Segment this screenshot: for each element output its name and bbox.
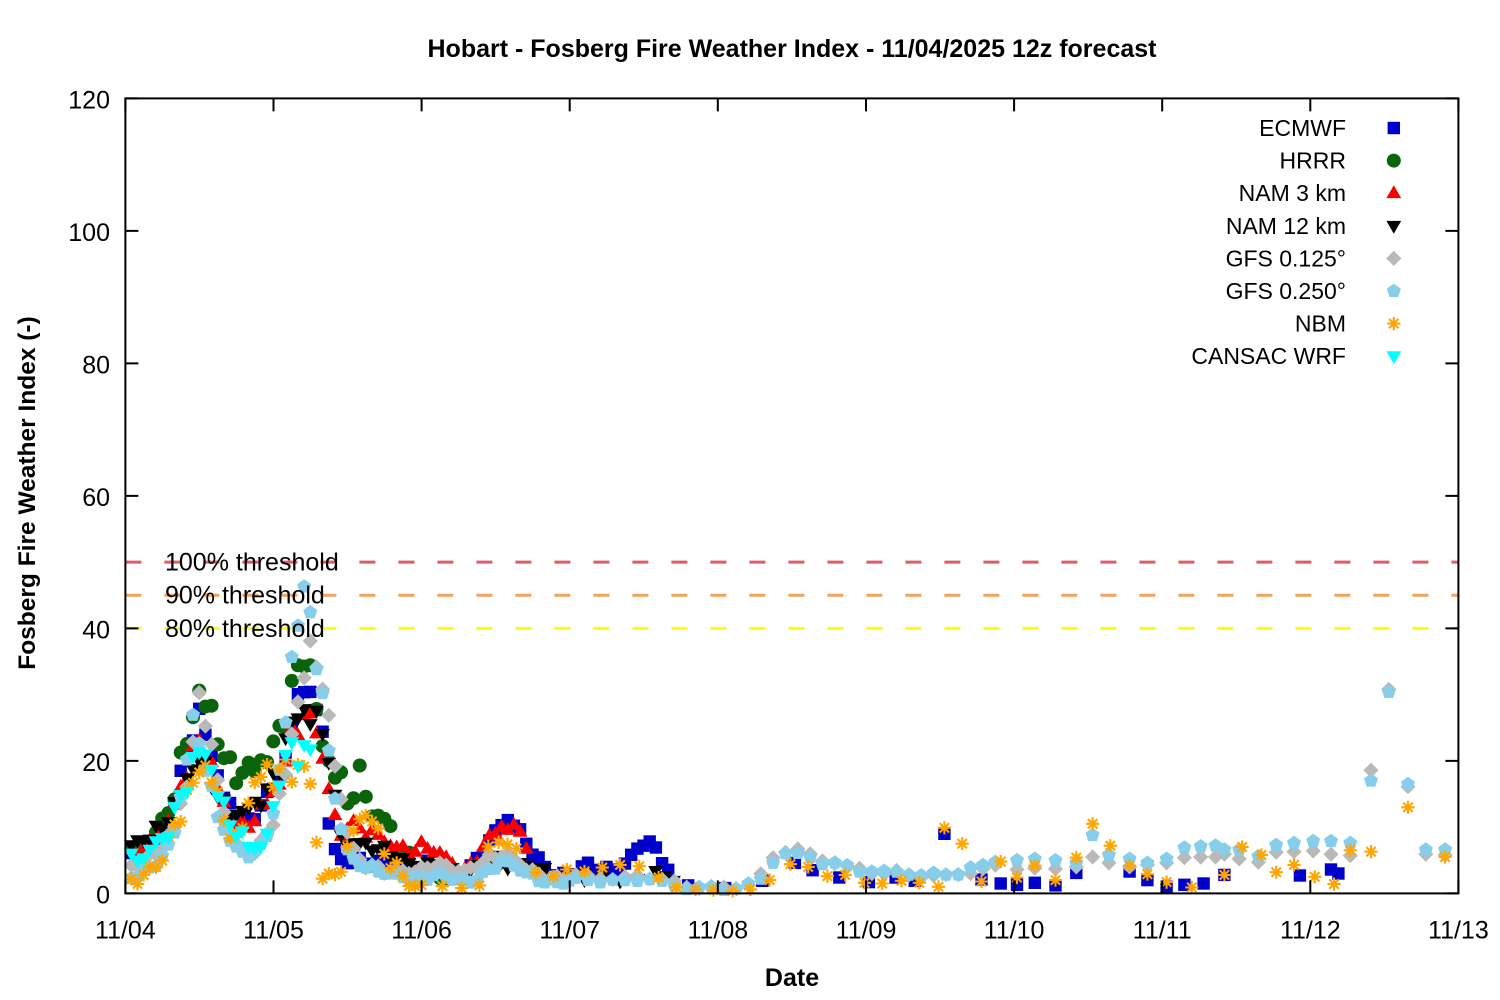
svg-text:100: 100 — [68, 219, 110, 247]
svg-text:Date: Date — [765, 964, 819, 992]
svg-text:11/04: 11/04 — [95, 917, 156, 945]
svg-text:Fosberg Fire Weather Index (-): Fosberg Fire Weather Index (-) — [14, 316, 41, 670]
svg-text:80: 80 — [82, 351, 110, 379]
svg-text:NBM: NBM — [1295, 311, 1346, 337]
svg-text:NAM 3 km: NAM 3 km — [1239, 180, 1346, 206]
svg-text:80% threshold: 80% threshold — [165, 615, 325, 643]
svg-text:11/13: 11/13 — [1428, 917, 1489, 945]
svg-text:90% threshold: 90% threshold — [165, 582, 325, 610]
svg-text:GFS 0.125°: GFS 0.125° — [1226, 245, 1346, 271]
svg-text:11/07: 11/07 — [539, 917, 600, 945]
svg-text:CANSAC WRF: CANSAC WRF — [1191, 343, 1346, 369]
svg-text:11/10: 11/10 — [984, 917, 1045, 945]
svg-text:Hobart - Fosberg Fire Weather: Hobart - Fosberg Fire Weather Index - 11… — [428, 35, 1158, 63]
svg-text:11/12: 11/12 — [1280, 917, 1341, 945]
svg-text:11/11: 11/11 — [1133, 917, 1192, 945]
svg-text:11/09: 11/09 — [836, 917, 897, 945]
svg-text:11/05: 11/05 — [243, 917, 304, 945]
svg-text:11/08: 11/08 — [687, 917, 748, 945]
svg-text:120: 120 — [68, 86, 110, 114]
svg-text:ECMWF: ECMWF — [1259, 115, 1346, 141]
svg-text:0: 0 — [96, 881, 110, 909]
svg-text:100% threshold: 100% threshold — [165, 549, 339, 577]
svg-text:GFS 0.250°: GFS 0.250° — [1226, 278, 1346, 304]
svg-text:HRRR: HRRR — [1280, 148, 1346, 174]
svg-text:20: 20 — [82, 749, 110, 777]
svg-text:11/06: 11/06 — [391, 917, 452, 945]
svg-text:60: 60 — [82, 484, 110, 512]
svg-text:40: 40 — [82, 616, 110, 644]
svg-text:NAM 12 km: NAM 12 km — [1226, 213, 1346, 239]
